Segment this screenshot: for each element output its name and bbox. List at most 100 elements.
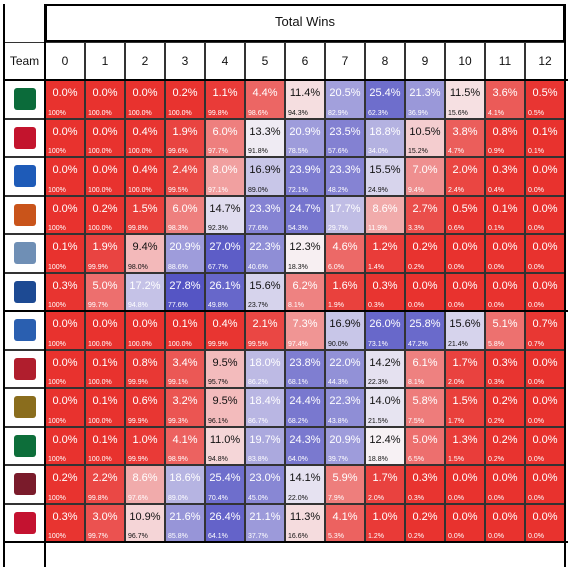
- cumulative-probability-label: 97.7%: [208, 148, 228, 155]
- cumulative-probability-label: 64.0%: [288, 456, 308, 463]
- win-probability-label: 0.1%: [92, 356, 118, 369]
- win-probability-cell: 23.3% 48.2%: [325, 157, 365, 196]
- win-probability-cell: 4.4% 98.6%: [245, 80, 285, 119]
- win-probability-cell: 10.5% 15.2%: [405, 118, 445, 157]
- win-probability-cell: 0.3% 0.3%: [485, 349, 525, 388]
- cumulative-probability-label: 96.1%: [208, 417, 228, 425]
- win-probability-label: 15.6%: [449, 318, 481, 330]
- win-probability-label: 23.9%: [289, 164, 321, 176]
- win-probability-cell: 1.3% 1.5%: [445, 426, 485, 465]
- cumulative-probability-label: 100.0%: [88, 417, 112, 425]
- win-probability-label: 27.8%: [169, 279, 201, 292]
- win-probability-cell: 24.4% 68.2%: [285, 388, 325, 427]
- win-probability-label: 11.0%: [209, 433, 241, 446]
- win-probability-label: 27.0%: [209, 241, 241, 253]
- win-probability-cell: 23.3% 77.6%: [245, 195, 285, 234]
- win-probability-cell: 0.3% 0.3%: [405, 465, 445, 504]
- cumulative-probability-label: 73.1%: [368, 340, 388, 348]
- win-probability-cell: 0.0% 0.0%: [485, 272, 525, 311]
- win-probability-cell: 12.4% 18.8%: [365, 426, 405, 465]
- win-probability-cell: 24.7% 54.3%: [285, 195, 325, 234]
- win-probability-cell: 10.9% 96.7%: [125, 503, 165, 542]
- win-probability-cell: 9.4% 98.0%: [125, 234, 165, 273]
- win-probability-cell: 21.1% 37.7%: [245, 503, 285, 542]
- win-probability-cell: 0.3% 100%: [45, 503, 85, 542]
- win-probability-label: 0.3%: [52, 279, 78, 292]
- cumulative-probability-label: 99.8%: [88, 494, 108, 502]
- cumulative-probability-label: 100%: [48, 533, 66, 540]
- cumulative-probability-label: 2.4%: [448, 186, 464, 194]
- win-probability-cell: 3.2% 99.3%: [165, 388, 205, 427]
- win-probability-cell: 12.3% 18.3%: [285, 234, 325, 273]
- win-probability-label: 1.0%: [372, 510, 398, 523]
- win-probability-cell: 0.5% 0.5%: [525, 80, 565, 119]
- cumulative-probability-label: 8.1%: [288, 302, 304, 309]
- win-probability-cell: 22.3% 43.8%: [325, 388, 365, 427]
- win-probability-label: 0.0%: [52, 202, 78, 215]
- win-probability-cell: 8.0% 97.1%: [205, 157, 245, 196]
- win-probability-label: 0.0%: [452, 472, 478, 484]
- cumulative-probability-label: 11.9%: [368, 225, 388, 232]
- win-probability-label: 20.9%: [289, 125, 321, 138]
- cumulative-probability-label: 0.0%: [528, 456, 544, 463]
- chart-title: Total Wins: [45, 4, 565, 42]
- cumulative-probability-label: 99.9%: [128, 379, 148, 386]
- team-logo-mark: [13, 88, 36, 111]
- win-probability-cell: 5.0% 6.5%: [405, 426, 445, 465]
- win-probability-cell: 0.0% 100%: [45, 80, 85, 119]
- win-probability-label: 0.0%: [92, 164, 118, 176]
- win-probability-label: 18.0%: [249, 356, 281, 369]
- win-probability-label: 1.0%: [132, 433, 158, 446]
- cumulative-probability-label: 90.0%: [328, 340, 348, 348]
- win-probability-label: 22.0%: [329, 356, 361, 369]
- cumulative-probability-label: 40.6%: [248, 263, 268, 271]
- win-probability-cell: 2.0% 2.4%: [445, 157, 485, 196]
- win-probability-cell: 9.5% 96.1%: [205, 388, 245, 427]
- win-probability-label: 0.4%: [132, 164, 158, 176]
- cumulative-probability-label: 0.9%: [488, 148, 504, 155]
- win-probability-cell: 2.1% 99.5%: [245, 311, 285, 350]
- win-probability-label: 0.3%: [412, 472, 438, 484]
- cumulative-probability-label: 36.9%: [408, 109, 428, 117]
- win-probability-label: 0.0%: [492, 279, 518, 292]
- cumulative-probability-label: 96.7%: [128, 533, 148, 540]
- win-probability-label: 12.4%: [369, 433, 401, 446]
- win-probability-label: 7.3%: [292, 318, 318, 330]
- cumulative-probability-label: 29.7%: [328, 225, 348, 232]
- win-probability-label: 24.3%: [289, 433, 321, 446]
- cumulative-probability-label: 8.1%: [408, 379, 424, 386]
- cumulative-probability-label: 100.0%: [88, 340, 112, 348]
- cumulative-probability-label: 18.8%: [368, 456, 388, 463]
- win-probability-label: 22.3%: [249, 241, 281, 253]
- cumulative-probability-label: 95.7%: [208, 379, 228, 386]
- win-probability-label: 16.9%: [249, 164, 281, 176]
- team-logo-mark: [13, 165, 36, 188]
- cumulative-probability-label: 94.8%: [208, 456, 228, 463]
- ball-state-logo-icon: [4, 503, 45, 542]
- cumulative-probability-label: 82.9%: [328, 109, 348, 117]
- win-probability-cell: 14.2% 22.3%: [365, 349, 405, 388]
- win-probability-label: 0.0%: [52, 318, 78, 330]
- cumulative-probability-label: 0.4%: [488, 186, 504, 194]
- team-logo-mark: [13, 473, 36, 496]
- eastern-michigan-logo-icon: [4, 426, 45, 465]
- cumulative-probability-label: 68.1%: [288, 379, 308, 386]
- win-probability-cell: 25.4% 62.3%: [365, 80, 405, 119]
- win-probability-cell: 1.2% 1.4%: [365, 234, 405, 273]
- win-probability-label: 24.7%: [289, 202, 321, 215]
- win-probability-cell: 0.0% 100%: [45, 157, 85, 196]
- cumulative-probability-label: 94.8%: [128, 302, 148, 309]
- win-probability-label: 0.1%: [92, 395, 118, 407]
- win-probability-label: 1.5%: [132, 202, 158, 215]
- cumulative-probability-label: 92.3%: [208, 225, 228, 232]
- win-probability-label: 1.9%: [92, 241, 118, 253]
- cumulative-probability-label: 0.5%: [528, 109, 544, 117]
- win-probability-cell: 0.0% 0.0%: [485, 503, 525, 542]
- cumulative-probability-label: 86.2%: [248, 379, 268, 386]
- cumulative-probability-label: 0.2%: [488, 417, 504, 425]
- win-probability-label: 0.0%: [52, 433, 78, 446]
- win-probability-label: 6.0%: [172, 202, 198, 215]
- win-probability-label: 1.1%: [212, 87, 238, 99]
- cumulative-probability-label: 5.8%: [488, 340, 504, 348]
- win-probability-cell: 18.8% 34.0%: [365, 118, 405, 157]
